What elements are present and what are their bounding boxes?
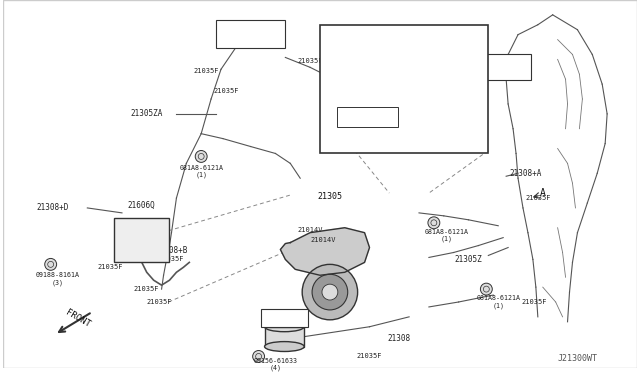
- Bar: [337, 107, 398, 127]
- Text: 081A8-6121A
(1): 081A8-6121A (1): [425, 229, 468, 243]
- Circle shape: [428, 217, 440, 229]
- Text: SEC. 210
(110613): SEC. 210 (110613): [475, 58, 512, 77]
- Text: 21035F: 21035F: [298, 58, 323, 64]
- Circle shape: [45, 259, 56, 270]
- Bar: [456, 54, 531, 80]
- Text: 21305ZA: 21305ZA: [131, 109, 163, 118]
- Text: A: A: [540, 188, 546, 198]
- Text: 21014V: 21014V: [310, 237, 336, 243]
- Text: 21014V: 21014V: [298, 227, 323, 233]
- Bar: [264, 327, 304, 347]
- Circle shape: [312, 274, 348, 310]
- Text: 21035F: 21035F: [147, 299, 172, 305]
- Text: 21035F: 21035F: [134, 286, 159, 292]
- Text: SEC. 210
(21230): SEC. 210 (21230): [232, 24, 269, 44]
- Bar: [216, 20, 285, 48]
- Circle shape: [195, 151, 207, 163]
- Text: VIEW 'A': VIEW 'A': [355, 33, 397, 42]
- Text: J21300WT: J21300WT: [557, 354, 597, 363]
- Text: 21606Q: 21606Q: [128, 202, 156, 211]
- Text: 09188-8161A
(3): 09188-8161A (3): [36, 272, 79, 286]
- Polygon shape: [280, 228, 369, 275]
- Circle shape: [360, 84, 369, 94]
- Text: 21035F: 21035F: [525, 195, 550, 201]
- Text: 21035F: 21035F: [97, 264, 123, 270]
- Circle shape: [481, 283, 492, 295]
- Text: 21305: 21305: [317, 192, 342, 201]
- Text: 09156-61633
(4): 09156-61633 (4): [253, 357, 298, 371]
- Text: 081A8-6121A
(1): 081A8-6121A (1): [179, 164, 223, 178]
- Text: 21305Z: 21305Z: [454, 255, 483, 264]
- Bar: [114, 218, 168, 262]
- Text: SEC.150: SEC.150: [268, 313, 301, 322]
- Text: 21308+A: 21308+A: [510, 169, 542, 178]
- Circle shape: [253, 350, 264, 362]
- Text: SEC. 211
(14053PA): SEC. 211 (14053PA): [349, 110, 385, 124]
- Ellipse shape: [264, 341, 304, 352]
- Text: 21308+C: 21308+C: [324, 99, 356, 109]
- Text: 21035F: 21035F: [213, 88, 239, 94]
- Text: 21331: 21331: [419, 68, 440, 74]
- Text: 21035F: 21035F: [521, 299, 547, 305]
- Text: 21308+D: 21308+D: [36, 203, 69, 212]
- Bar: [260, 309, 308, 327]
- Text: 21035F: 21035F: [356, 353, 382, 359]
- Text: FRONT: FRONT: [63, 308, 92, 330]
- Circle shape: [322, 284, 338, 300]
- Text: 21035F: 21035F: [159, 256, 184, 262]
- Bar: [320, 25, 488, 154]
- Circle shape: [343, 67, 387, 111]
- Text: 21308: 21308: [388, 334, 411, 343]
- Circle shape: [345, 127, 355, 137]
- Text: 081A6-8201A
(2): 081A6-8201A (2): [346, 130, 390, 143]
- Text: 21308+B: 21308+B: [156, 246, 188, 255]
- Circle shape: [302, 264, 358, 320]
- Text: 21035F: 21035F: [193, 68, 219, 74]
- Text: 081A8-6121A
(1): 081A8-6121A (1): [476, 295, 520, 309]
- Circle shape: [353, 77, 376, 101]
